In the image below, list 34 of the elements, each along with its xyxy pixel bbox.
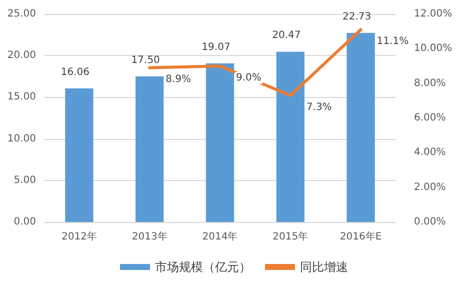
x-tick-label: 2014年 xyxy=(202,230,238,242)
x-tick-label: 2015年 xyxy=(272,230,308,242)
bar xyxy=(276,52,304,222)
data-label: 7.3% xyxy=(306,102,332,113)
legend-label: 同比增速 xyxy=(300,260,348,274)
legend-label: 市场规模（亿元） xyxy=(155,260,251,274)
x-tick-label: 2013年 xyxy=(132,230,168,242)
data-label: 16.06 xyxy=(60,66,90,78)
y2-tick-label: 6.00% xyxy=(414,112,446,124)
y-tick-label: 10.00 xyxy=(7,133,36,144)
data-label: 17.50 xyxy=(131,54,160,66)
data-label: 22.73 xyxy=(342,11,372,22)
y-tick-label: 20.00 xyxy=(7,50,36,62)
bar xyxy=(136,76,164,222)
y-tick-label: 25.00 xyxy=(7,8,36,20)
y-tick-label: 15.00 xyxy=(7,92,36,103)
y-tick-label: 0.00 xyxy=(14,216,36,228)
bar xyxy=(65,88,94,222)
data-label: 20.47 xyxy=(272,30,301,42)
x-tick-label: 2012年 xyxy=(61,230,97,242)
y2-tick-label: 2.00% xyxy=(414,182,446,193)
data-label: 11.1% xyxy=(376,36,409,48)
data-label: 8.9% xyxy=(166,74,192,86)
bar xyxy=(206,63,234,222)
y2-tick-label: 0.00% xyxy=(414,216,446,228)
x-tick-label: 2016年E xyxy=(340,230,382,242)
bar xyxy=(346,32,375,222)
data-label: 19.07 xyxy=(202,42,230,53)
y-tick-label: 5.00 xyxy=(14,174,36,186)
data-label: 9.0% xyxy=(236,72,262,84)
y2-tick-label: 10.00% xyxy=(414,43,452,54)
y2-tick-label: 4.00% xyxy=(414,147,446,158)
y2-tick-label: 8.00% xyxy=(414,78,446,89)
y2-tick-label: 12.00% xyxy=(414,8,452,20)
